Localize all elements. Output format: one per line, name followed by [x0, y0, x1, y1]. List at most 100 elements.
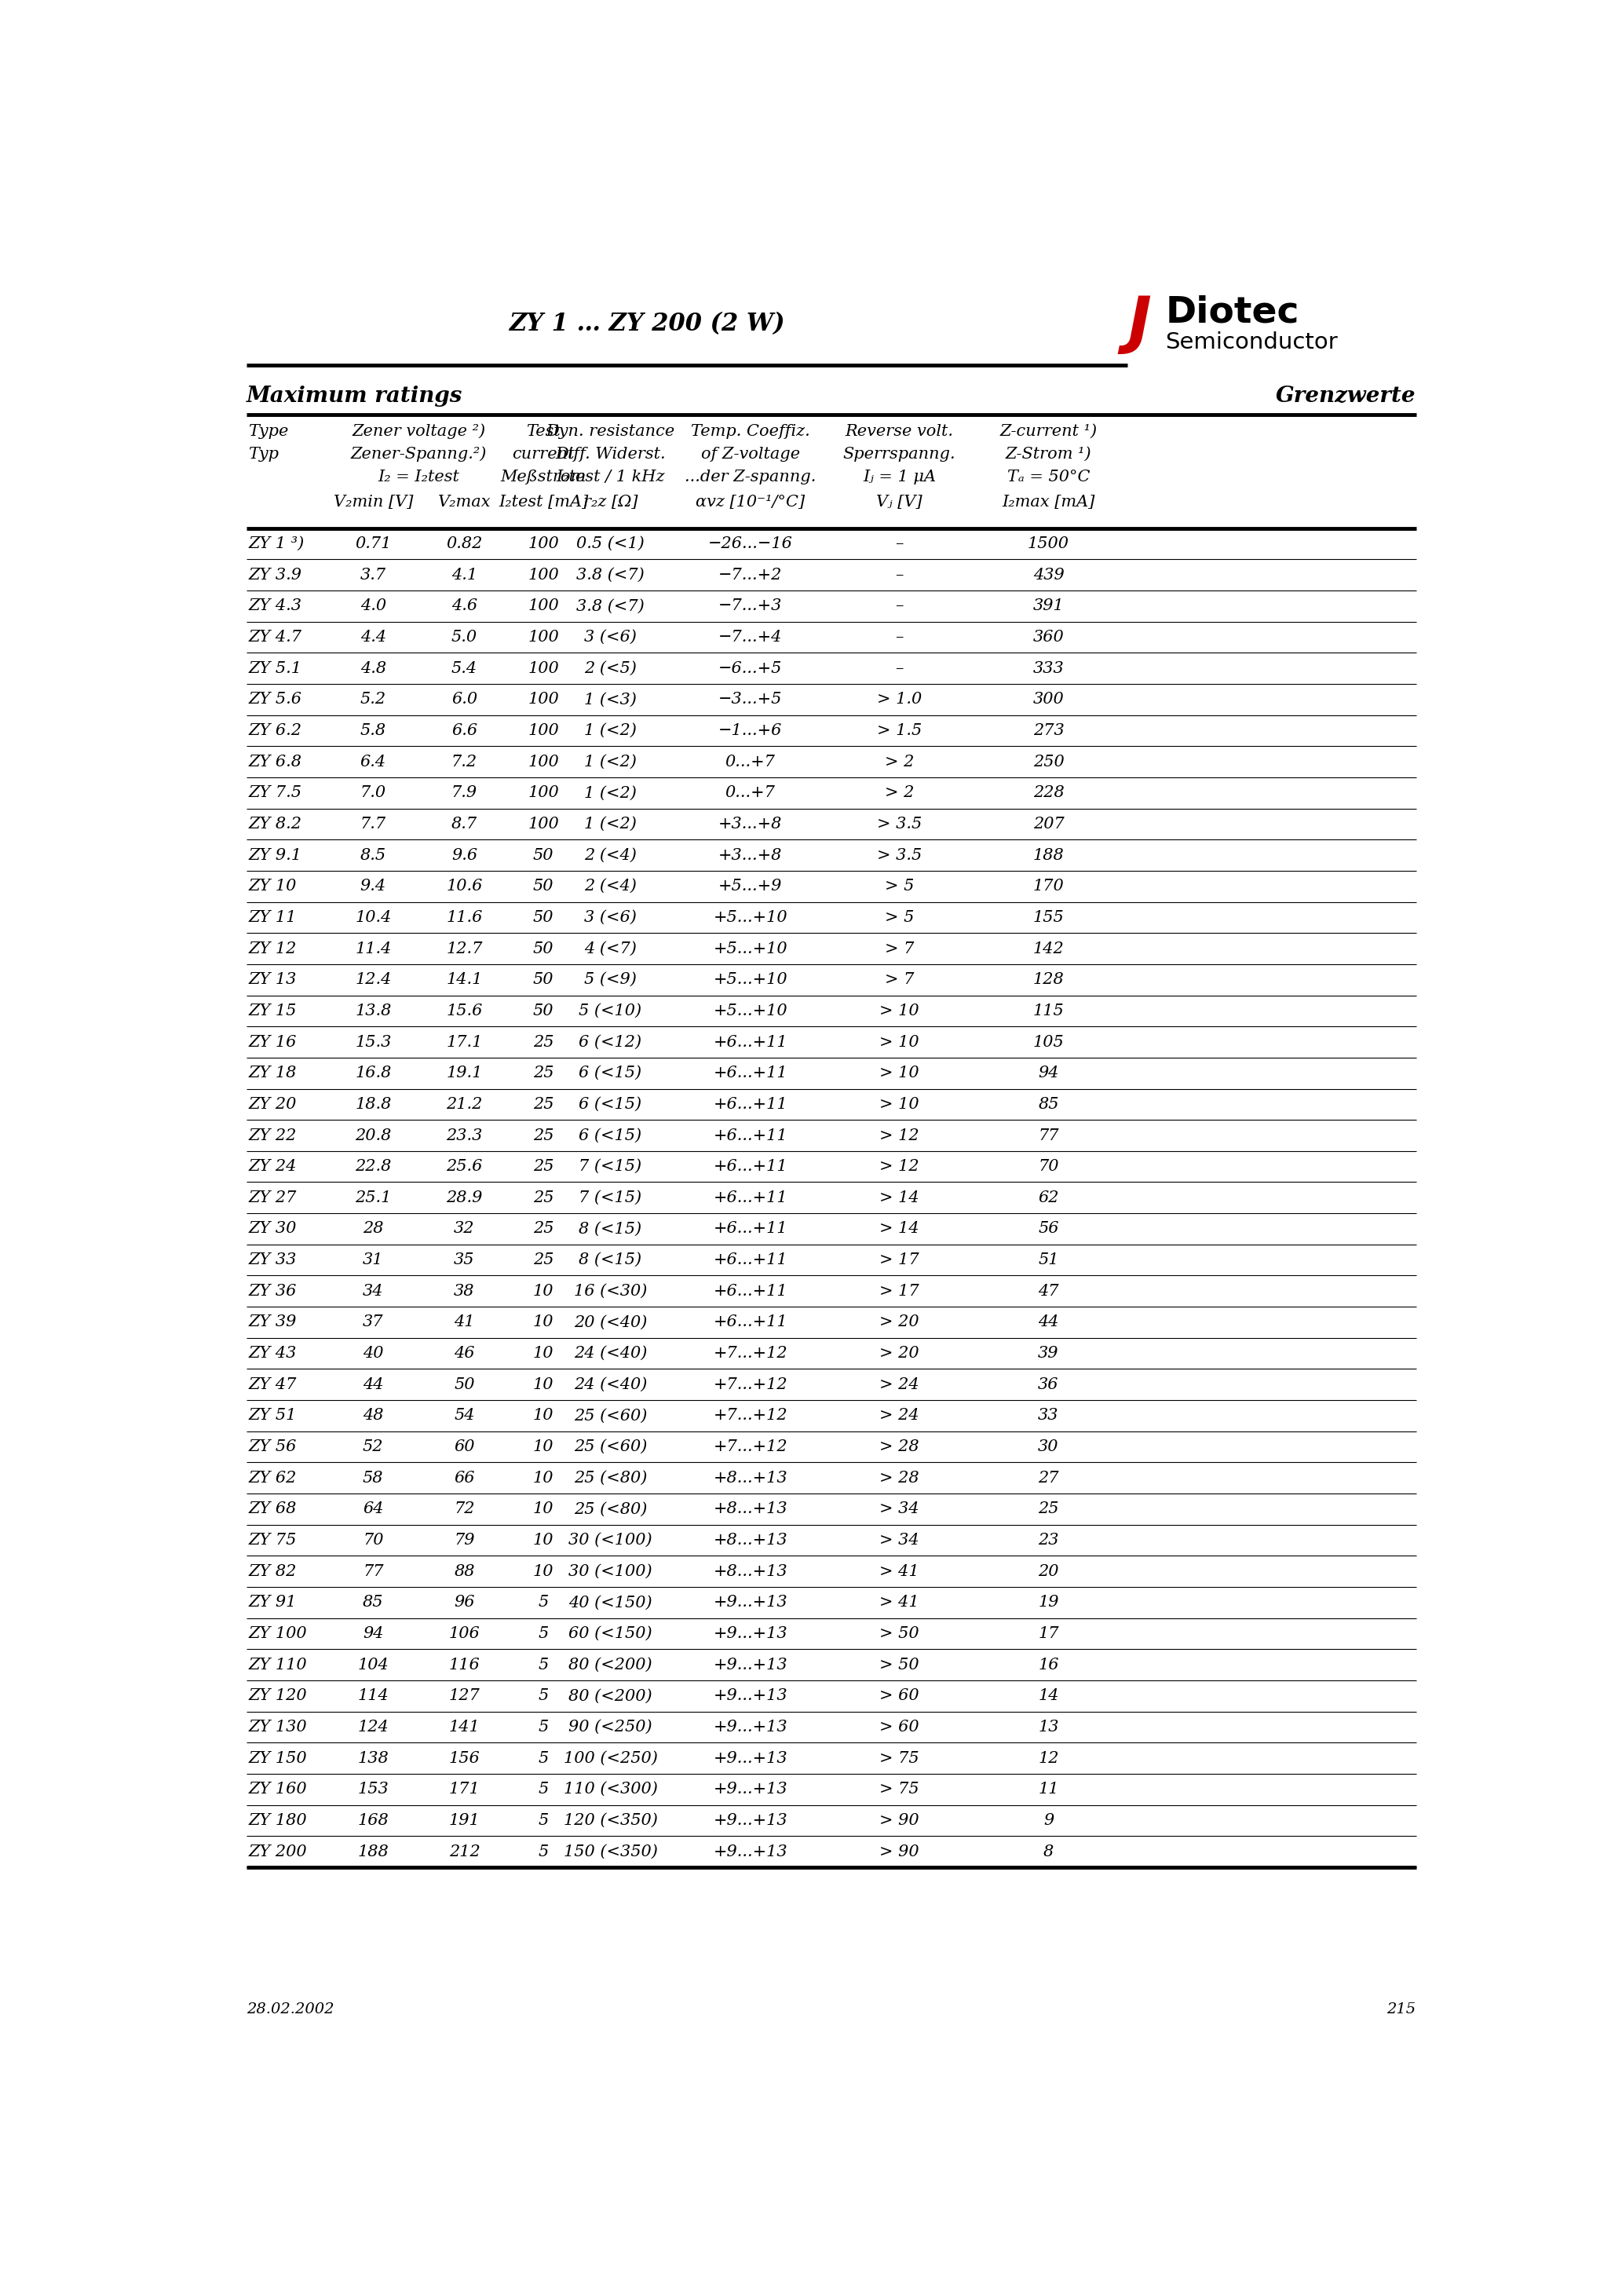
Text: 10: 10 — [534, 1283, 553, 1300]
Text: 13.8: 13.8 — [355, 1003, 391, 1019]
Text: 50: 50 — [534, 1003, 553, 1019]
Text: 25.1: 25.1 — [355, 1189, 391, 1205]
Text: +5...+10: +5...+10 — [714, 941, 788, 955]
Text: 360: 360 — [1033, 629, 1064, 645]
Text: 64: 64 — [363, 1502, 383, 1518]
Text: > 10: > 10 — [879, 1003, 920, 1019]
Text: > 41: > 41 — [879, 1596, 920, 1609]
Text: 11.4: 11.4 — [355, 941, 391, 955]
Text: 44: 44 — [1038, 1316, 1059, 1329]
Text: 7.9: 7.9 — [451, 785, 477, 801]
Text: +6...+11: +6...+11 — [714, 1221, 788, 1235]
Text: Typ: Typ — [248, 445, 279, 461]
Text: −3...+5: −3...+5 — [719, 691, 782, 707]
Text: ZY 9.1: ZY 9.1 — [248, 847, 302, 863]
Text: 25 (<60): 25 (<60) — [574, 1407, 647, 1424]
Text: αvz [10⁻¹/°C]: αvz [10⁻¹/°C] — [696, 496, 805, 510]
Text: 20: 20 — [1038, 1564, 1059, 1580]
Text: current: current — [513, 445, 574, 461]
Text: 10: 10 — [534, 1440, 553, 1453]
Text: > 90: > 90 — [879, 1814, 920, 1828]
Text: Dyn. resistance: Dyn. resistance — [547, 425, 675, 439]
Text: +6...+11: +6...+11 — [714, 1283, 788, 1300]
Text: +8...+13: +8...+13 — [714, 1469, 788, 1486]
Text: 25: 25 — [534, 1254, 553, 1267]
Text: ZY 43: ZY 43 — [248, 1345, 297, 1362]
Text: 156: 156 — [449, 1752, 480, 1766]
Text: +7...+12: +7...+12 — [714, 1378, 788, 1391]
Text: 4.0: 4.0 — [360, 599, 386, 613]
Text: 25 (<80): 25 (<80) — [574, 1502, 647, 1518]
Text: ZY 8.2: ZY 8.2 — [248, 817, 302, 831]
Text: ZY 82: ZY 82 — [248, 1564, 297, 1580]
Text: ZY 36: ZY 36 — [248, 1283, 297, 1300]
Text: 1 (<2): 1 (<2) — [584, 817, 637, 831]
Text: 10: 10 — [534, 1502, 553, 1518]
Text: 31: 31 — [363, 1254, 383, 1267]
Text: ZY 11: ZY 11 — [248, 909, 297, 925]
Text: ZY 18: ZY 18 — [248, 1065, 297, 1081]
Text: 24 (<40): 24 (<40) — [574, 1345, 647, 1362]
Text: 15.3: 15.3 — [355, 1035, 391, 1049]
Text: 54: 54 — [454, 1407, 475, 1424]
Text: Reverse volt.: Reverse volt. — [845, 425, 954, 439]
Text: 85: 85 — [363, 1596, 383, 1609]
Text: 6 (<15): 6 (<15) — [579, 1065, 642, 1081]
Text: 6 (<12): 6 (<12) — [579, 1035, 642, 1049]
Text: 60 (<150): 60 (<150) — [569, 1626, 652, 1642]
Text: Maximum ratings: Maximum ratings — [247, 386, 462, 406]
Text: +7...+12: +7...+12 — [714, 1407, 788, 1424]
Text: 94: 94 — [1038, 1065, 1059, 1081]
Text: 7 (<15): 7 (<15) — [579, 1189, 642, 1205]
Text: 104: 104 — [357, 1658, 389, 1671]
Text: +5...+10: +5...+10 — [714, 909, 788, 925]
Text: 6.0: 6.0 — [451, 691, 477, 707]
Text: ZY 62: ZY 62 — [248, 1469, 297, 1486]
Text: 100: 100 — [527, 785, 560, 801]
Text: 50: 50 — [534, 879, 553, 893]
Text: 5: 5 — [539, 1626, 548, 1642]
Text: 8.5: 8.5 — [360, 847, 386, 863]
Text: of Z-voltage: of Z-voltage — [701, 445, 800, 461]
Text: 155: 155 — [1033, 909, 1064, 925]
Text: 168: 168 — [357, 1814, 389, 1828]
Text: 15.6: 15.6 — [446, 1003, 483, 1019]
Text: ZY 56: ZY 56 — [248, 1440, 297, 1453]
Text: 105: 105 — [1033, 1035, 1064, 1049]
Text: > 7: > 7 — [884, 971, 915, 987]
Text: 28.02.2002: 28.02.2002 — [247, 2002, 334, 2016]
Text: +9...+13: +9...+13 — [714, 1844, 788, 1860]
Text: 10: 10 — [534, 1345, 553, 1362]
Text: +6...+11: +6...+11 — [714, 1035, 788, 1049]
Text: 3.8 (<7): 3.8 (<7) — [576, 567, 644, 583]
Text: 35: 35 — [454, 1254, 475, 1267]
Text: > 3.5: > 3.5 — [878, 817, 921, 831]
Text: −1...+6: −1...+6 — [719, 723, 782, 737]
Text: 10: 10 — [534, 1316, 553, 1329]
Text: +5...+9: +5...+9 — [719, 879, 782, 893]
Text: > 1.0: > 1.0 — [878, 691, 921, 707]
Text: +9...+13: +9...+13 — [714, 1782, 788, 1798]
Text: 0.5 (<1): 0.5 (<1) — [576, 537, 644, 551]
Text: 1 (<2): 1 (<2) — [584, 755, 637, 769]
Text: 12.4: 12.4 — [355, 971, 391, 987]
Text: 100: 100 — [527, 599, 560, 613]
Text: ZY 200: ZY 200 — [248, 1844, 307, 1860]
Text: 4.4: 4.4 — [360, 629, 386, 645]
Text: 5.8: 5.8 — [360, 723, 386, 737]
Text: 50: 50 — [534, 847, 553, 863]
Text: 17: 17 — [1038, 1626, 1059, 1642]
Text: +6...+11: +6...+11 — [714, 1065, 788, 1081]
Text: 38: 38 — [454, 1283, 475, 1300]
Text: > 20: > 20 — [879, 1345, 920, 1362]
Text: 114: 114 — [357, 1688, 389, 1704]
Text: > 2: > 2 — [884, 755, 915, 769]
Text: ZY 10: ZY 10 — [248, 879, 297, 893]
Text: 11.6: 11.6 — [446, 909, 483, 925]
Text: I₂test / 1 kHz: I₂test / 1 kHz — [556, 468, 665, 484]
Text: 5.2: 5.2 — [360, 691, 386, 707]
Text: Sperrspanng.: Sperrspanng. — [843, 445, 955, 461]
Text: 100: 100 — [527, 723, 560, 737]
Text: 391: 391 — [1033, 599, 1064, 613]
Text: > 7: > 7 — [884, 941, 915, 955]
